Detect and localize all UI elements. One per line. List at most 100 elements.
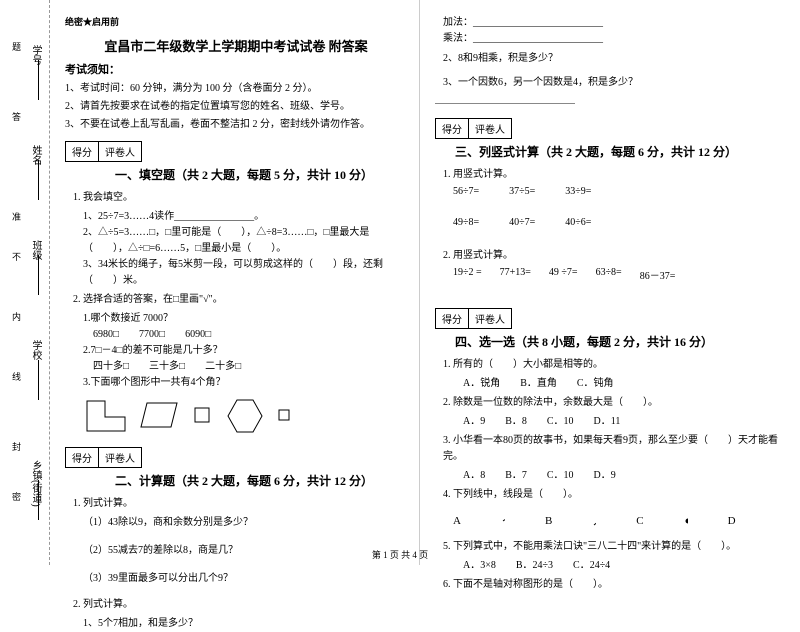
calc-item: 86－37= — [640, 267, 676, 282]
line-choices: A B C D — [453, 509, 778, 533]
sub-item: 1.哪个数接近 7000？ — [83, 311, 407, 327]
score-label: 得分 — [66, 142, 99, 161]
score-box: 得分 评卷人 — [435, 308, 512, 329]
sub-item: 3.下面哪个图形中一共有4个角？ — [83, 375, 407, 391]
calc-item: 40÷7= — [509, 217, 535, 228]
choice-item: 3. 小华看一本80页的故事书，如果每天看9页，那么至少要（ ）天才能看完。 — [443, 433, 778, 465]
sub-item: 3、34米长的绳子，每5米剪一段，可以剪成这样的（ ）段，还剩（ ）米。 — [83, 257, 407, 289]
sub-item: （1）43除以9，商和余数分别是多少？ — [83, 515, 407, 531]
question-1: 1. 我会填空。 — [73, 190, 407, 206]
binding-margin: 学号 姓名 班级 学校 乡镇(街道) 题 答 准 不 内 线 封 密 — [0, 0, 50, 565]
reviewer-label: 评卷人 — [469, 119, 511, 138]
calc-item: 33÷9= — [565, 186, 591, 197]
label-school: 学校 — [28, 340, 43, 360]
notice-item: 2、请首先按要求在试卷的指定位置填写您的姓名、班级、学号。 — [65, 99, 407, 114]
section-2-header: 得分 评卷人 — [65, 441, 407, 468]
seal-char: 准 — [12, 210, 21, 223]
sub-item: 6980□ 7700□ 6090□ — [83, 327, 407, 343]
question-2: 2. 选择合适的答案，在□里画"√"。 — [73, 292, 407, 308]
sub-item: 四十多□ 三十多□ 二十多□ — [83, 359, 407, 375]
reviewer-label: 评卷人 — [99, 142, 141, 161]
content-area: 绝密★启用前 宜昌市二年级数学上学期期中考试试卷 附答案 考试须知： 1、考试时… — [50, 0, 800, 565]
question-3-2: 2. 用竖式计算。 — [443, 248, 778, 264]
choice-options: A．9 B．8 C．10 D．11 — [453, 414, 778, 430]
line-wave — [501, 513, 505, 529]
sub-item: 乘法：__________________________ — [443, 31, 778, 47]
seal-char: 线 — [12, 370, 21, 383]
choice-item: 2. 除数是一位数的除法中，余数最大是（ ）。 — [443, 395, 778, 411]
question-3-1: 1. 用竖式计算。 — [443, 167, 778, 183]
sub-item: 2.7□－4□的差不可能是几十多？ — [83, 343, 407, 359]
underline — [38, 255, 39, 295]
calc-item: 49 ÷7= — [549, 267, 578, 282]
calc-item: 63÷8= — [596, 267, 622, 282]
section-4-title: 四、选一选（共 8 小题，每题 2 分，共计 16 分） — [455, 333, 713, 350]
underline — [38, 160, 39, 200]
calc-row: 49÷8= 40÷7= 40÷6= — [453, 217, 778, 228]
line-zigzag — [592, 513, 596, 529]
divider — [435, 103, 575, 104]
score-label: 得分 — [436, 119, 469, 138]
shape-small-square — [277, 408, 293, 424]
calc-row: 56÷7= 37÷5= 33÷9= — [453, 186, 778, 197]
underline — [38, 60, 39, 100]
calc-item: 49÷8= — [453, 217, 479, 228]
label-class: 班级 — [28, 240, 43, 260]
seal-char: 题 — [12, 40, 21, 53]
sub-item: 2、8和9相乘，积是多少？ — [443, 51, 778, 67]
right-column: 加法：__________________________ 乘法：_______… — [420, 0, 790, 565]
choice-label: C — [636, 515, 643, 527]
choice-label: B — [545, 515, 552, 527]
sub-item: 1、25÷7=3……4读作________________。 — [83, 209, 407, 225]
score-box: 得分 评卷人 — [65, 141, 142, 162]
left-column: 绝密★启用前 宜昌市二年级数学上学期期中考试试卷 附答案 考试须知： 1、考试时… — [50, 0, 420, 565]
calc-item: 56÷7= — [453, 186, 479, 197]
seal-char: 答 — [12, 110, 21, 123]
section-3-header: 得分 评卷人 — [435, 112, 778, 139]
shape-hexagon — [225, 397, 265, 435]
sub-item: 3、一个因数6，另一个因数是4，积是多少？ — [443, 75, 778, 91]
choice-options: A．锐角 B．直角 C．钝角 — [453, 376, 778, 392]
shape-choices — [85, 397, 407, 435]
line-arc — [776, 509, 778, 533]
section-4-header: 得分 评卷人 — [435, 302, 778, 329]
page-container: 学号 姓名 班级 学校 乡镇(街道) 题 答 准 不 内 线 封 密 绝密★启用… — [0, 0, 800, 565]
section-1-title: 一、填空题（共 2 大题，每题 5 分，共计 10 分） — [115, 166, 373, 183]
choice-item: 6. 下面不是轴对称图形的是（ ）。 — [443, 577, 778, 593]
label-student-id: 学号 — [28, 45, 43, 65]
sub-item: 2、△÷5=3……□，□里可能是（ ），△÷8=3……□，□里最大是（ ），△÷… — [83, 225, 407, 257]
calc-row: 19÷2 = 77+13= 49 ÷7= 63÷8= 86－37= — [453, 267, 778, 282]
exam-title: 宜昌市二年级数学上学期期中考试试卷 附答案 — [65, 36, 407, 55]
choice-options: A．8 B．7 C．10 D．9 — [453, 468, 778, 484]
shape-square — [193, 406, 213, 426]
calc-item: 19÷2 = — [453, 267, 482, 282]
reviewer-label: 评卷人 — [99, 448, 141, 467]
section-3-title: 三、列竖式计算（共 2 大题，每题 6 分，共计 12 分） — [455, 143, 737, 160]
seal-char: 内 — [12, 310, 21, 323]
seal-char: 封 — [12, 440, 21, 453]
choice-item: 1. 所有的（ ）大小都是相等的。 — [443, 357, 778, 373]
score-box: 得分 评卷人 — [435, 118, 512, 139]
section-1-header: 得分 评卷人 — [65, 135, 407, 162]
underline — [38, 480, 39, 520]
shape-L — [85, 399, 127, 434]
notice-title: 考试须知： — [65, 61, 407, 77]
sub-item: （3）39里面最多可以分出几个9？ — [83, 571, 407, 587]
choice-label: D — [728, 515, 736, 527]
label-name: 姓名 — [28, 145, 43, 165]
reviewer-label: 评卷人 — [469, 309, 511, 328]
choice-item: 4. 下列线中，线段是（ ）。 — [443, 487, 778, 503]
secret-label: 绝密★启用前 — [65, 15, 407, 28]
score-label: 得分 — [436, 309, 469, 328]
page-footer: 第 1 页 共 4 页 — [0, 548, 800, 561]
sub-item: 1、5个7相加，和是多少？ — [83, 616, 407, 632]
calc-item: 77+13= — [500, 267, 531, 282]
underline — [38, 360, 39, 400]
line-segment — [684, 516, 688, 526]
calc-item: 37÷5= — [509, 186, 535, 197]
notice-item: 1、考试时间：60 分钟，满分为 100 分（含卷面分 2 分）。 — [65, 81, 407, 96]
label-township: 乡镇(街道) — [28, 460, 43, 507]
question-2-1: 1. 列式计算。 — [73, 496, 407, 512]
section-2-title: 二、计算题（共 2 大题，每题 6 分，共计 12 分） — [115, 472, 373, 489]
score-label: 得分 — [66, 448, 99, 467]
